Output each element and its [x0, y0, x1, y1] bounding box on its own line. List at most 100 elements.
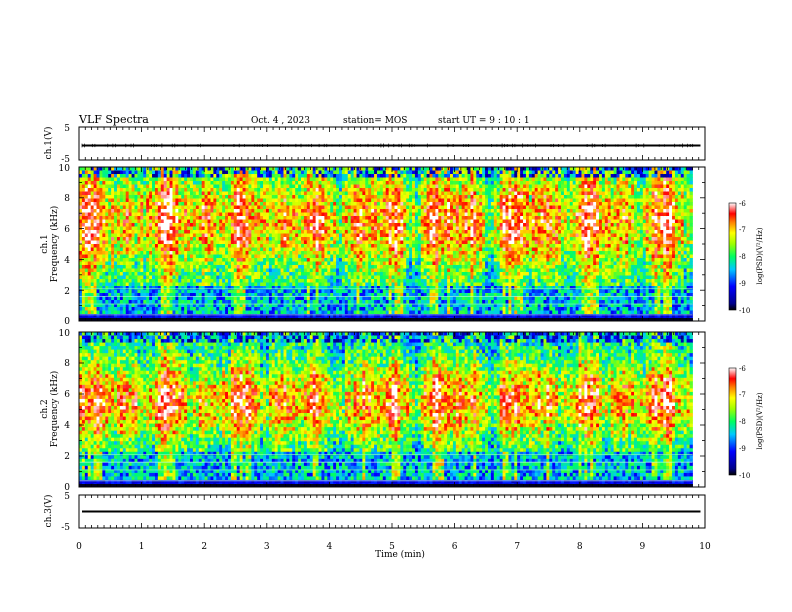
ch1-spectrogram-cell: [376, 289, 381, 294]
ch1-spectrogram-cell: [312, 279, 317, 283]
ch1-spectrogram-cell: [213, 303, 217, 308]
ch1-spectrogram-cell: [371, 268, 375, 273]
ch1-spectrogram-cell: [84, 286, 89, 290]
ch1-spectrogram-cell: [268, 184, 273, 189]
ch1-spectrogram-cell: [376, 314, 381, 318]
ch1-spectrogram-cell: [368, 275, 372, 280]
ch1-spectrogram-cell: [210, 314, 214, 318]
ch1-spectrogram-cell: [286, 307, 290, 311]
ch1-spectrogram-cell: [84, 303, 89, 308]
ch1-spectrogram-cell: [114, 289, 118, 294]
ch1-spectrogram-cell: [169, 251, 173, 255]
ch1-spectrogram-cell: [336, 296, 340, 301]
ch1-spectrogram-cell: [96, 300, 100, 304]
ch1-spectrogram-cell: [233, 212, 238, 217]
ch1-spectrogram-cell: [204, 170, 208, 175]
ch1-spectrogram-cell: [131, 289, 135, 294]
ch1-spectrogram-cell: [207, 188, 211, 192]
ch1-spectrogram-cell: [362, 303, 366, 308]
ch1-spectrogram-cell: [222, 230, 226, 234]
ch1-spectrogram-cell: [301, 205, 305, 210]
ch1-spectrogram-cell: [347, 268, 352, 273]
ch1-spectrogram-cell: [306, 293, 311, 297]
ch1-spectrogram-cell: [301, 293, 305, 297]
ch1-spectrogram-cell: [391, 230, 395, 234]
ch1-spectrogram-cell: [128, 261, 132, 266]
ch1-spectrogram-cell: [306, 300, 311, 304]
ch1-spectrogram-cell: [184, 170, 188, 175]
ch1-spectrogram-cell: [353, 177, 357, 182]
ch1-spectrogram-cell: [143, 279, 147, 283]
ch1-spectrogram-cell: [111, 219, 115, 224]
ch1-spectrogram-cell: [339, 247, 343, 252]
ch1-spectrogram-cell: [140, 279, 144, 283]
ch1-spectrogram-cell: [312, 216, 317, 220]
ch1-spectrogram-cell: [125, 233, 130, 238]
ch1-spectrogram-cell: [251, 212, 255, 217]
ch1-spectrogram-cell: [157, 233, 162, 238]
ch1-spectrogram-cell: [254, 233, 258, 238]
ch1-spectrogram-cell: [105, 310, 109, 315]
ch1-spectrogram-cell: [382, 289, 387, 294]
ch1-spectrogram-cell: [210, 296, 214, 301]
ch1-spectrogram-cell: [286, 286, 290, 290]
ch1-spectrogram-cell: [163, 254, 168, 259]
ch1-spectrogram-cell: [251, 223, 255, 227]
ch1-spectrogram-cell: [330, 209, 334, 213]
ch1-spectrogram-cell: [359, 314, 363, 318]
ch1-spectrogram-cell: [175, 198, 179, 203]
ch1-spectrogram-cell: [93, 230, 97, 234]
ch1-spectrogram-cell: [350, 307, 354, 311]
ch1-spectrogram-cell: [280, 286, 284, 290]
ch1-spectrogram-cell: [362, 230, 366, 234]
ch1-spectrogram-cell: [245, 237, 249, 241]
ch1-spectrogram-cell: [143, 219, 147, 224]
ch1-spectrogram-cell: [99, 282, 103, 287]
ch1-spectrogram-cell: [280, 251, 284, 255]
ch1-spectrogram-cell: [289, 174, 293, 178]
ch1-spectrogram-cell: [198, 275, 203, 280]
ch1-spectrogram-cell: [324, 286, 328, 290]
ch1-spectrogram-cell: [245, 240, 249, 245]
ch1-spectrogram-cell: [388, 303, 392, 308]
ch1-spectrogram-cell: [233, 219, 238, 224]
ch1-spectrogram-cell: [301, 244, 305, 248]
ch1-spectrogram-cell: [344, 303, 349, 308]
ch1-spectrogram-cell: [195, 275, 200, 280]
ch1-spectrogram-cell: [192, 237, 197, 241]
ch1-spectrogram-cell: [152, 268, 156, 273]
ch1-spectrogram-cell: [90, 181, 95, 185]
ch1-spectrogram-cell: [336, 251, 340, 255]
ch1-spectrogram-cell: [84, 170, 89, 175]
ch1-spectrogram-cell: [344, 184, 349, 189]
ch1-spectrogram-cell: [187, 307, 191, 311]
ch1-spectrogram-cell: [263, 254, 267, 259]
ch1-spectrogram-cell: [87, 209, 92, 213]
ch1-spectrogram-cell: [204, 314, 208, 318]
ch1-spectrogram-cell: [90, 293, 95, 297]
ch1-spectrogram-cell: [365, 219, 369, 224]
ch1-spectrogram-cell: [99, 198, 103, 203]
ch1-spectrogram-cell: [344, 314, 349, 318]
ch1-spectrogram-cell: [213, 216, 217, 220]
ch1-spectrogram-cell: [137, 237, 141, 241]
ch1-spectrogram-cell: [391, 296, 395, 301]
ch1-spectrogram-cell: [99, 310, 103, 315]
ch1-spectrogram-cell: [181, 184, 185, 189]
ch1-spectrogram-cell: [339, 219, 343, 224]
ch1-spectrogram-cell: [195, 223, 200, 227]
ch1-spectrogram-cell: [184, 202, 188, 206]
ch1-spectrogram-cell: [225, 188, 229, 192]
ch1-spectrogram-cell: [289, 191, 293, 196]
ch1-spectrogram-cell: [181, 258, 185, 262]
ch1-spectrogram-cell: [344, 240, 349, 245]
ch1-spectrogram-cell: [146, 244, 150, 248]
ch1-spectrogram-cell: [81, 275, 86, 280]
ch1-spectrogram-cell: [163, 293, 168, 297]
ch1-spectrogram-cell: [245, 289, 249, 294]
ch1-spectrogram-cell: [333, 261, 337, 266]
ch1-spectrogram-cell: [242, 212, 246, 217]
ch1-spectrogram-cell: [359, 174, 363, 178]
ch1-spectrogram-cell: [362, 233, 366, 238]
ch1-spectrogram-cell: [119, 275, 124, 280]
